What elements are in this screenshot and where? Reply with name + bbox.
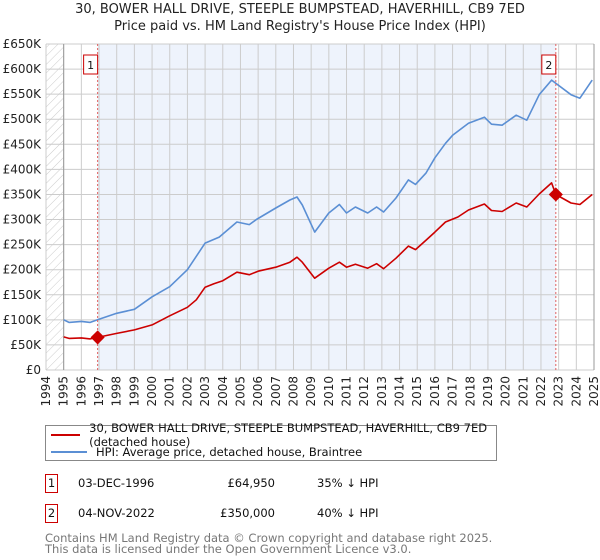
sale-hpi-diff: 35% ↓ HPI <box>317 476 379 490</box>
chart-subtitle: Price paid vs. HM Land Registry's House … <box>114 19 486 34</box>
x-tick-label: 1995 <box>57 376 71 407</box>
legend-item-hpi: HPI: Average price, detached house, Brai… <box>51 444 362 460</box>
x-tick-label: 2025 <box>587 376 600 407</box>
y-tick-label: £350K <box>3 187 43 201</box>
x-tick-label: 2004 <box>216 376 230 407</box>
y-tick-label: £50K <box>10 338 42 352</box>
y-tick-label: £250K <box>3 238 43 252</box>
y-tick-label: £400K <box>3 162 43 176</box>
x-tick-label: 2012 <box>357 376 371 407</box>
footer-licence: This data is licensed under the Open Gov… <box>45 542 412 556</box>
sale-price: £350,000 <box>220 506 275 520</box>
footer-copyright: Contains HM Land Registry data © Crown c… <box>45 531 493 545</box>
y-tick-label: £450K <box>3 137 43 151</box>
ownership-period-shading <box>97 44 556 370</box>
x-tick-label: 2016 <box>428 376 442 407</box>
x-tick-label: 2001 <box>163 376 177 407</box>
y-tick-label: £650K <box>3 37 43 51</box>
x-tick-label: 2018 <box>463 376 477 407</box>
x-tick-label: 2009 <box>304 376 318 407</box>
y-tick-label: £300K <box>3 213 43 227</box>
x-tick-label: 2003 <box>198 376 212 407</box>
price-chart: 1 2 1994 1995 1996 1997 1998 1999 2000 2001 2002 20… <box>3 37 600 407</box>
hatched-no-data-region <box>46 44 64 370</box>
sale-point-marker <box>90 330 105 345</box>
x-tick-label: 2007 <box>269 376 283 407</box>
y-tick-label: £500K <box>3 112 43 126</box>
x-tick-label: 2022 <box>534 376 548 407</box>
x-tick-label: 2019 <box>481 376 495 407</box>
x-tick-label: 1996 <box>74 376 88 407</box>
legend-label: 30, BOWER HALL DRIVE, STEEPLE BUMPSTEAD,… <box>89 421 488 449</box>
legend-swatch-red <box>51 434 81 436</box>
x-tick-label: 1997 <box>92 376 106 407</box>
x-tick-label: 2011 <box>340 376 354 407</box>
sale-date: 03-DEC-1996 <box>78 476 155 490</box>
sale-label-box <box>541 54 557 75</box>
y-tick-label: £200K <box>3 263 43 277</box>
hpi-series-line <box>63 79 593 324</box>
sale-number-badge: 2 <box>45 504 58 523</box>
sale-hpi-diff: 40% ↓ HPI <box>317 506 379 520</box>
x-tick-label: 2000 <box>145 376 159 407</box>
x-tick-label: 1998 <box>110 376 124 407</box>
x-tick-label: 2023 <box>552 376 566 407</box>
chart-legend: 30, BOWER HALL DRIVE, STEEPLE BUMPSTEAD,… <box>45 421 497 461</box>
y-tick-label: £100K <box>3 313 43 327</box>
sale-label-box <box>83 54 99 75</box>
chart-title: 30, BOWER HALL DRIVE, STEEPLE BUMPSTEAD,… <box>75 2 525 17</box>
y-tick-label: £150K <box>3 288 43 302</box>
x-tick-label: 1999 <box>127 376 141 407</box>
x-tick-label: 2013 <box>375 376 389 407</box>
property-series-line <box>63 182 593 340</box>
x-tick-label: 2002 <box>180 376 194 407</box>
y-tick-label: £600K <box>3 62 43 76</box>
sale-label-number: 1 <box>87 59 94 72</box>
sale-price: £64,950 <box>227 476 275 490</box>
y-tick-label: £550K <box>3 87 43 101</box>
sale-number-badge: 1 <box>45 474 58 493</box>
x-tick-label: 2015 <box>410 376 424 407</box>
x-tick-label: 2021 <box>516 376 530 407</box>
x-tick-label: 2024 <box>569 376 583 407</box>
legend-label: HPI: Average price, detached house, Brai… <box>96 445 363 459</box>
x-tick-label: 2010 <box>322 376 336 407</box>
x-tick-label: 2006 <box>251 376 265 407</box>
x-tick-label: 2017 <box>446 376 460 407</box>
sale-point-marker <box>548 187 563 202</box>
sale-date: 04-NOV-2022 <box>78 506 155 520</box>
x-tick-label: 2008 <box>286 376 300 407</box>
x-tick-label: 2005 <box>233 376 247 407</box>
legend-swatch-blue <box>51 451 87 453</box>
x-tick-label: 1994 <box>39 376 53 407</box>
x-tick-label: 2014 <box>393 376 407 407</box>
legend-item-property: 30, BOWER HALL DRIVE, STEEPLE BUMPSTEAD,… <box>51 421 496 449</box>
y-tick-label: £0 <box>26 363 41 377</box>
x-tick-label: 2020 <box>499 376 513 407</box>
sale-label-number: 2 <box>545 59 552 72</box>
